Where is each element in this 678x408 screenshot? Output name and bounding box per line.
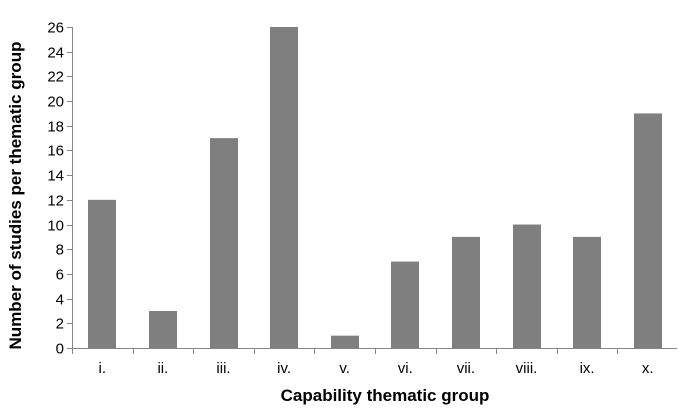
y-tick-label: 8 <box>56 242 64 259</box>
y-axis-title: Number of studies per thematic group <box>6 42 25 350</box>
x-tick-label: ii. <box>157 360 168 377</box>
x-tick-label: iii. <box>216 360 230 377</box>
bar-vii <box>452 236 480 348</box>
y-tick-label: 0 <box>56 341 64 358</box>
y-tick-label: 2 <box>56 316 64 333</box>
y-tick-label: 14 <box>47 168 64 185</box>
x-tick-label: iv. <box>277 360 291 377</box>
bar-series <box>88 27 662 348</box>
bar-ix <box>573 236 601 348</box>
bar-viii <box>513 224 541 348</box>
x-axis-ticks: i. ii. iii. iv. v. vi. vii. viii. ix. x. <box>72 348 654 377</box>
bar-ii <box>149 310 177 348</box>
x-tick-label: ix. <box>580 360 595 377</box>
x-tick-label: vi. <box>398 360 413 377</box>
x-tick-label: v. <box>339 360 350 377</box>
y-tick-label: 12 <box>47 193 64 210</box>
bar-iii <box>210 138 238 348</box>
bar-vi <box>391 261 419 348</box>
bar-x <box>634 113 662 348</box>
y-tick-label: 24 <box>47 45 64 62</box>
y-tick-label: 20 <box>47 94 64 111</box>
x-axis-title: Capability thematic group <box>281 386 490 405</box>
x-tick-label: viii. <box>516 360 538 377</box>
x-tick-label: i. <box>99 360 107 377</box>
bar-v <box>331 335 359 348</box>
y-tick-label: 16 <box>47 143 64 160</box>
y-tick-label: 18 <box>47 119 64 136</box>
y-tick-label: 4 <box>56 292 64 309</box>
bar-i <box>88 199 116 348</box>
x-tick-label: vii. <box>457 360 475 377</box>
y-tick-label: 26 <box>47 20 64 37</box>
x-tick-label: x. <box>642 360 654 377</box>
y-tick-label: 22 <box>47 69 64 86</box>
y-tick-label: 10 <box>47 218 64 235</box>
y-tick-label: 6 <box>56 267 64 284</box>
bar-iv <box>270 27 298 348</box>
